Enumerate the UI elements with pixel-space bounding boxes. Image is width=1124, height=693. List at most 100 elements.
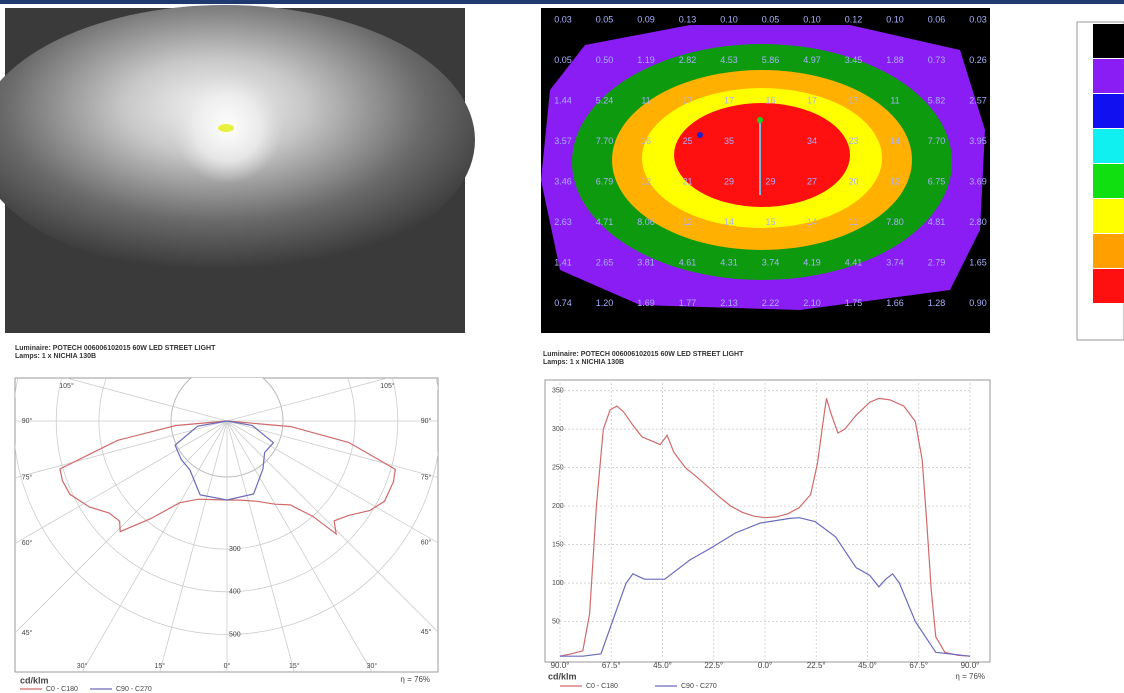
isolux-value: 27 [807,176,817,186]
chart-subtitle: Lamps: 1 x NICHIA 130B [15,353,96,360]
y-tick-label: 350 [552,388,564,395]
unit-label: cd/klm [20,675,49,685]
isolux-value: 0.03 [554,14,572,24]
isolux-value: 11 [849,217,858,227]
angle-tick-label: 0° [224,662,231,670]
legend-label: C90 - C270 [681,683,717,690]
angle-tick-label: 30° [77,662,88,670]
y-tick-label: 200 [552,503,564,510]
angle-tick-label: 90° [421,417,432,425]
isolux-value: 17 [848,95,858,105]
isolux-value: 14 [724,217,734,227]
y-tick-label: 50 [552,618,560,625]
isolux-value: 3.45 [845,55,863,65]
y-tick-label: 150 [552,541,564,548]
isolux-value: 1.77 [679,298,697,308]
isolux-value: 0.50 [596,55,614,65]
angle-tick-label: 15° [154,662,165,670]
isolux-value: 11 [641,95,650,105]
legend-label: C90 - C270 [116,686,152,693]
isolux-value: 34 [807,136,817,146]
angle-grid [81,420,228,672]
isolux-value: 1.75 [845,298,863,308]
isolux-value: 0.12 [845,14,863,24]
angle-grid [66,378,228,422]
chart-title: Luminaire: POTECH 006006102015 60W LED S… [15,345,216,352]
isolux-value: 5.86 [762,55,780,65]
radial-tick-label: 500 [229,631,241,638]
x-tick-label: 90.0° [961,661,980,670]
isolux-value: 14 [890,136,900,146]
isolux-value: 2.13 [720,298,738,308]
isolux-value: 2.79 [928,257,946,267]
photo [0,5,475,333]
isolux-value: 2.63 [554,217,572,227]
angle-grid [159,420,228,672]
isolux-value: 6.79 [596,176,614,186]
isolux-value: 0.90 [969,298,987,308]
isolux-value: 1.65 [969,257,987,267]
isolux-value: 3.81 [637,257,655,267]
angle-tick-label: 75° [421,473,432,481]
isolux-value: 3.95 [969,136,987,146]
isolux-value: 12 [641,176,651,186]
isolux-value: 17 [807,95,817,105]
angle-tick-label: 60° [22,539,33,547]
isolux-value: 4.31 [720,257,738,267]
isolux-value: 2.65 [596,257,614,267]
radial-tick-label: 300 [229,546,241,553]
x-tick-label: 22.5° [704,661,723,670]
isolux-value: 1.20 [596,298,614,308]
isolux-value: 0.74 [554,298,572,308]
isolux-value: 5.24 [596,95,614,105]
isolux-value: 3.74 [886,257,904,267]
isolux-value: 21 [682,176,692,186]
polar-curve [59,420,396,536]
angle-tick-label: 105° [380,382,395,390]
isolux-value: 8.06 [637,217,655,227]
isolux-value: 29 [765,176,775,186]
chart-title: Luminaire: POTECH 006006102015 60W LED S… [543,351,744,358]
isolux-value: 4.19 [803,257,821,267]
x-tick-label: 67.5° [602,661,621,670]
x-tick-label: 67.5° [909,661,928,670]
top-bar [0,0,1124,4]
polar-curve [174,420,275,501]
isolux-value: 16 [641,136,651,146]
angle-grid [226,420,438,544]
isolux-value: 1.69 [637,298,655,308]
isolux-value: 3.74 [762,257,780,267]
legend-label: C0 - C180 [586,683,618,690]
polar-plot [15,378,438,672]
isolux-value: 0.73 [928,55,946,65]
x-tick-label: 45.0° [858,661,877,670]
legend-label: C0 - C180 [46,686,78,693]
isolux-value: 29 [724,176,734,186]
isolux-value: 3.57 [554,136,572,146]
isolux-value: 1.44 [554,95,572,105]
line-frame [544,379,991,663]
isolux-value: 2.57 [969,95,987,105]
line-series [560,517,971,657]
isolux-value: 4.41 [845,257,863,267]
angle-tick-label: 105° [59,382,74,390]
x-tick-label: 0.0° [758,661,772,670]
isolux-legend [1076,21,1124,341]
isolux-value: 1.28 [928,298,946,308]
isolux-value: 4.71 [596,217,614,227]
isolux-value: 3.46 [554,176,572,186]
angle-grid [226,420,295,672]
isolux-value: 15 [765,217,775,227]
y-tick-label: 250 [552,464,564,471]
isolux-value: 5.82 [928,95,946,105]
isolux-value: 4.61 [679,257,697,267]
angle-tick-label: 90° [22,417,33,425]
angle-tick-label: 60° [421,539,432,547]
x-tick-label: 22.5° [807,661,826,670]
isolux-value: 0.26 [969,55,987,65]
angle-tick-label: 15° [289,662,300,670]
isolux-value: 0.06 [928,14,946,24]
y-tick-label: 100 [552,580,564,587]
isolux-value: 1.66 [886,298,904,308]
isolux-value: 12 [682,217,692,227]
